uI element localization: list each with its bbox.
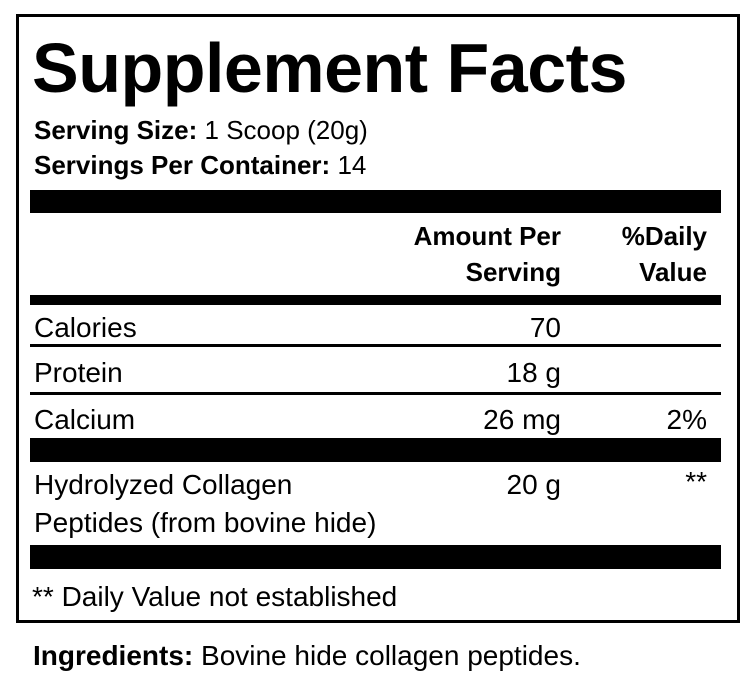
- nutrient-dv-collagen: **: [685, 466, 707, 497]
- servings-per-container-value: 14: [337, 150, 367, 180]
- serving-size-value: 1 Scoop (20g): [204, 115, 368, 145]
- servings-per-container-label: Servings Per Container:: [34, 150, 331, 180]
- dv-header-line1: %Daily: [621, 221, 707, 251]
- serving-size: Serving Size: 1 Scoop (20g): [34, 117, 368, 143]
- nutrient-amount-protein: 18 g: [506, 357, 562, 388]
- ingredients: Ingredients: Bovine hide collagen peptid…: [33, 642, 581, 670]
- thick-divider: [30, 438, 721, 462]
- dv-header-line2: Value: [639, 257, 707, 287]
- thick-divider: [30, 190, 721, 213]
- ingredients-label: Ingredients:: [33, 640, 194, 671]
- nutrient-name-calcium: Calcium: [34, 404, 136, 435]
- ingredients-value: Bovine hide collagen peptides.: [201, 640, 581, 671]
- servings-per-container: Servings Per Container: 14: [34, 152, 366, 178]
- serving-size-label: Serving Size:: [34, 115, 198, 145]
- nutrient-name-collagen-line2: Peptides (from bovine hide): [34, 507, 377, 538]
- thick-divider: [30, 545, 721, 569]
- nutrient-name-calories: Calories: [34, 312, 137, 343]
- nutrient-name-collagen-line1: Hydrolyzed Collagen: [34, 469, 293, 500]
- nutrient-amount-collagen: 20 g: [506, 469, 562, 500]
- nutrient-dv-calcium: 2%: [666, 404, 707, 435]
- nutrient-name-protein: Protein: [34, 357, 123, 388]
- panel-title: Supplement Facts: [32, 29, 627, 107]
- supplement-facts-panel: [16, 14, 740, 623]
- footnote: ** Daily Value not established: [32, 581, 398, 612]
- amount-header-line1: Amount Per: [413, 221, 561, 251]
- thin-divider: [30, 344, 721, 347]
- medium-divider: [30, 295, 721, 305]
- nutrient-amount-calories: 70: [529, 312, 561, 343]
- thin-divider: [30, 392, 721, 395]
- nutrient-amount-calcium: 26 mg: [483, 404, 561, 435]
- amount-header-line2: Serving: [465, 257, 561, 287]
